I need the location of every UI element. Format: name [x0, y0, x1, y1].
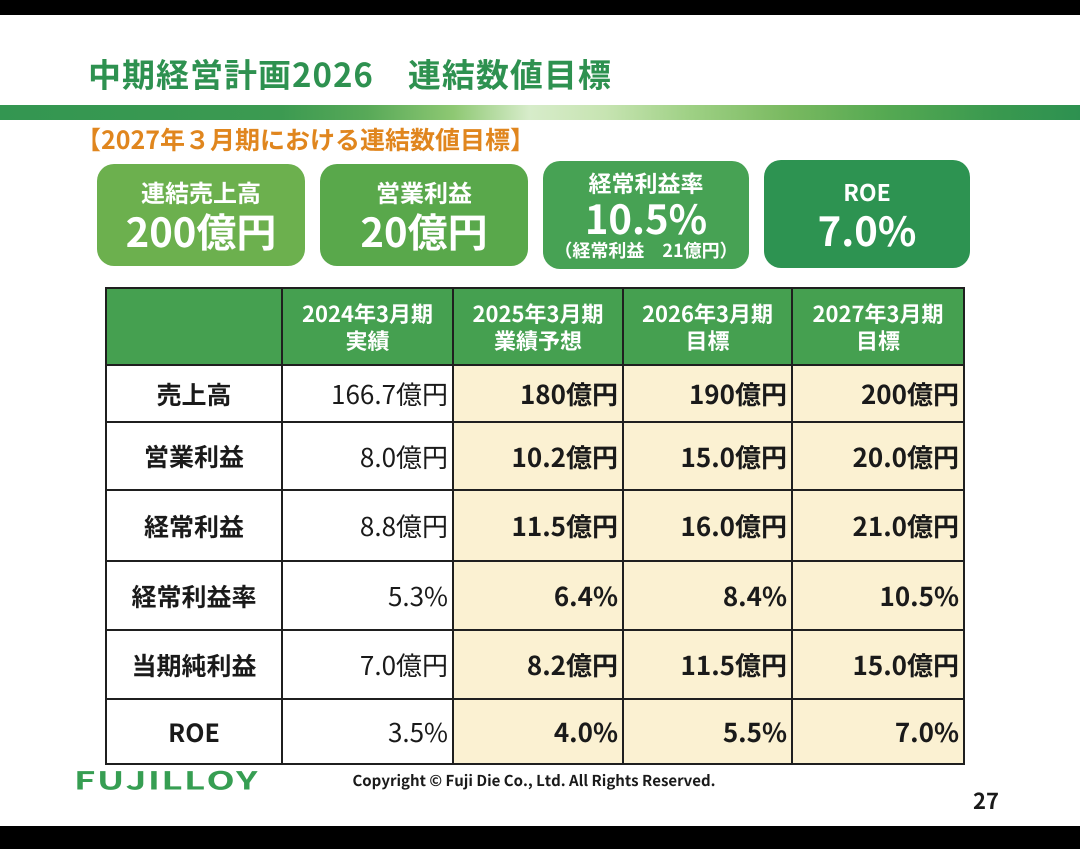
highlight-box-value: 200億円 [125, 201, 277, 259]
highlight-box-note: （経常利益 21億円） [554, 236, 738, 263]
column-header-kind: 業績予想 [493, 323, 582, 356]
table-cell: 8.2億円 [452, 629, 624, 700]
table-cell: 10.2億円 [452, 421, 624, 491]
highlight-box-value: 7.0% [817, 200, 917, 258]
table-cell: 166.7億円 [281, 364, 454, 423]
table-cell: 11.5億円 [452, 489, 624, 562]
table-cell: 10.5% [791, 560, 965, 631]
table-cell: 11.5億円 [622, 629, 793, 700]
highlight-box: 営業利益 20億円 [320, 164, 528, 266]
title-underline-bar [0, 105, 1080, 120]
table-cell: 200億円 [791, 364, 965, 423]
highlight-box-label: ROE [843, 174, 891, 208]
slide: 中期経営計画2026 連結数値目標 【2027年３月期における連結数値目標】 連… [0, 15, 1080, 826]
page-number: 27 [973, 784, 999, 816]
column-header-kind: 目標 [855, 323, 900, 356]
table-cell: 8.4% [622, 560, 793, 631]
table-column-header: 2026年3月期 目標 [622, 287, 793, 366]
table-cell: 6.4% [452, 560, 624, 631]
table-row: 当期純利益 7.0億円 8.2億円 11.5億円 15.0億円 [105, 629, 965, 700]
row-label: 営業利益 [105, 421, 283, 491]
row-label: 経常利益 [105, 489, 283, 562]
column-header-period: 2024年3月期 [302, 296, 433, 329]
table-cell: 3.5% [281, 698, 454, 765]
row-label: 経常利益率 [105, 560, 283, 631]
company-logo: FUJILLOY [74, 761, 259, 798]
highlight-box-label: 営業利益 [376, 174, 472, 209]
table-column-header: 2027年3月期 目標 [791, 287, 965, 366]
table-header-row: 2024年3月期 実績 2025年3月期 業績予想 2026年3月期 目標 20… [105, 287, 965, 366]
table-cell: 16.0億円 [622, 489, 793, 562]
table-row: 経常利益 8.8億円 11.5億円 16.0億円 21.0億円 [105, 489, 965, 562]
table-cell: 5.3% [281, 560, 454, 631]
table-column-header: 2025年3月期 業績予想 [452, 287, 624, 366]
table-cell: 5.5% [622, 698, 793, 765]
table-corner-cell [105, 287, 283, 366]
column-header-kind: 実績 [345, 323, 390, 356]
highlight-box-label: 連結売上高 [141, 174, 261, 209]
table-cell: 8.8億円 [281, 489, 454, 562]
letterbox-top [0, 0, 1080, 15]
highlight-box-label: 経常利益率 [588, 164, 704, 199]
table-cell: 7.0% [791, 698, 965, 765]
letterbox-bottom [0, 826, 1080, 849]
page-title: 中期経営計画2026 連結数値目標 [88, 49, 612, 97]
table-column-header: 2024年3月期 実績 [281, 287, 454, 366]
table-row: 経常利益率 5.3% 6.4% 8.4% 10.5% [105, 560, 965, 631]
table-cell: 4.0% [452, 698, 624, 765]
column-header-period: 2026年3月期 [642, 296, 773, 329]
row-label: ROE [105, 698, 283, 765]
section-heading: 【2027年３月期における連結数値目標】 [76, 121, 536, 157]
table-cell: 15.0億円 [791, 629, 965, 700]
table-cell: 180億円 [452, 364, 624, 423]
row-label: 当期純利益 [105, 629, 283, 700]
table-row: 営業利益 8.0億円 10.2億円 15.0億円 20.0億円 [105, 421, 965, 491]
highlight-box-value: 10.5% [584, 187, 708, 246]
table-row: ROE 3.5% 4.0% 5.5% 7.0% [105, 698, 965, 765]
highlight-box: 連結売上高 200億円 [97, 164, 305, 266]
column-header-period: 2027年3月期 [812, 296, 944, 329]
table-cell: 7.0億円 [281, 629, 454, 700]
financial-targets-table: 2024年3月期 実績 2025年3月期 業績予想 2026年3月期 目標 20… [105, 287, 965, 765]
table-cell: 20.0億円 [791, 421, 965, 491]
highlight-box: 経常利益率 10.5% （経常利益 21億円） [543, 161, 749, 269]
table-cell: 21.0億円 [791, 489, 965, 562]
highlight-box-value: 20億円 [360, 201, 488, 259]
column-header-kind: 目標 [685, 323, 730, 356]
copyright-text: Copyright © Fuji Die Co., Ltd. All Right… [352, 770, 716, 791]
table-cell: 8.0億円 [281, 421, 454, 491]
table-row: 売上高 166.7億円 180億円 190億円 200億円 [105, 364, 965, 423]
table-cell: 190億円 [622, 364, 793, 423]
column-header-period: 2025年3月期 [472, 296, 604, 329]
highlight-box: ROE 7.0% [764, 160, 970, 268]
row-label: 売上高 [105, 364, 283, 423]
table-cell: 15.0億円 [622, 421, 793, 491]
